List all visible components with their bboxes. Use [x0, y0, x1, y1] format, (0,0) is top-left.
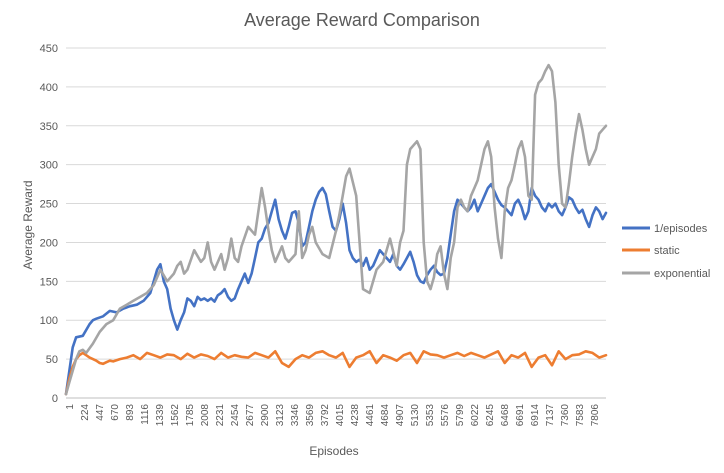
- x-tick-label: 3123: [275, 404, 286, 427]
- series-line-1: [64, 349, 608, 396]
- x-tick-label: 1785: [185, 404, 196, 427]
- y-tick-label: 100: [40, 315, 58, 327]
- y-tick-label: 400: [40, 82, 58, 94]
- x-axis: 1 224 447 670 893 1116 1339 1562 1785 2008 2231 245…: [65, 397, 606, 427]
- x-tick-label: 6691: [515, 404, 526, 427]
- x-tick-label: 4238: [350, 404, 361, 427]
- x-tick-label: 7137: [545, 404, 556, 427]
- series-line-0: [64, 182, 608, 396]
- x-tick-label: 6468: [500, 404, 511, 427]
- x-tick-label: 4684: [380, 404, 391, 427]
- legend-label: 1/episodes: [654, 223, 708, 235]
- y-axis-title: Average Reward: [21, 180, 35, 269]
- x-tick-label: 224: [80, 404, 91, 421]
- x-tick-label: 1562: [170, 404, 181, 427]
- x-tick-label: 3569: [305, 404, 316, 427]
- x-tick-label: 6914: [530, 404, 541, 427]
- legend-label: exponential: [654, 268, 710, 280]
- x-tick-label: 670: [110, 404, 121, 421]
- x-tick-label: 7583: [575, 404, 586, 427]
- x-axis-title: Episodes: [309, 444, 358, 458]
- series-lines: [64, 63, 608, 396]
- y-tick-label: 200: [40, 237, 58, 249]
- y-tick-label: 0: [52, 393, 58, 405]
- x-tick-label: 2454: [230, 404, 241, 427]
- legend-label: static: [654, 245, 680, 257]
- y-axis: 0 50 100 150 200 250 300 350 400 450: [40, 43, 58, 405]
- x-tick-label: 447: [95, 404, 106, 421]
- y-tick-label: 350: [40, 121, 58, 133]
- y-tick-label: 150: [40, 276, 58, 288]
- x-tick-label: 2008: [200, 404, 211, 427]
- x-tick-label: 1: [65, 404, 76, 410]
- y-tick-label: 250: [40, 199, 58, 211]
- x-tick-label: 7806: [590, 404, 601, 427]
- x-tick-label: 6022: [470, 404, 481, 427]
- y-tick-label: 300: [40, 160, 58, 172]
- x-tick-label: 7360: [560, 404, 571, 427]
- y-tick-label: 50: [46, 354, 58, 366]
- chart-title: Average Reward Comparison: [244, 10, 480, 30]
- x-tick-label: 3346: [290, 404, 301, 427]
- x-tick-label: 4907: [395, 404, 406, 427]
- x-tick-label: 5576: [440, 404, 451, 427]
- x-tick-label: 4015: [335, 404, 346, 427]
- x-tick-label: 6245: [485, 404, 496, 427]
- x-tick-label: 1116: [140, 404, 151, 425]
- x-tick-label: 2677: [245, 404, 256, 427]
- legend: 1/episodes static exponential: [622, 223, 710, 280]
- x-tick-label: 4461: [365, 404, 376, 427]
- x-tick-label: 1339: [155, 404, 166, 427]
- x-tick-label: 5799: [455, 404, 466, 427]
- x-tick-label: 2231: [215, 404, 226, 427]
- x-tick-label: 3792: [320, 404, 331, 427]
- y-tick-label: 450: [40, 43, 58, 55]
- x-tick-label: 2900: [260, 404, 271, 427]
- x-tick-label: 893: [125, 404, 136, 421]
- x-tick-label: 5130: [410, 404, 421, 427]
- x-tick-label: 5353: [425, 404, 436, 427]
- series-line-2: [64, 63, 608, 396]
